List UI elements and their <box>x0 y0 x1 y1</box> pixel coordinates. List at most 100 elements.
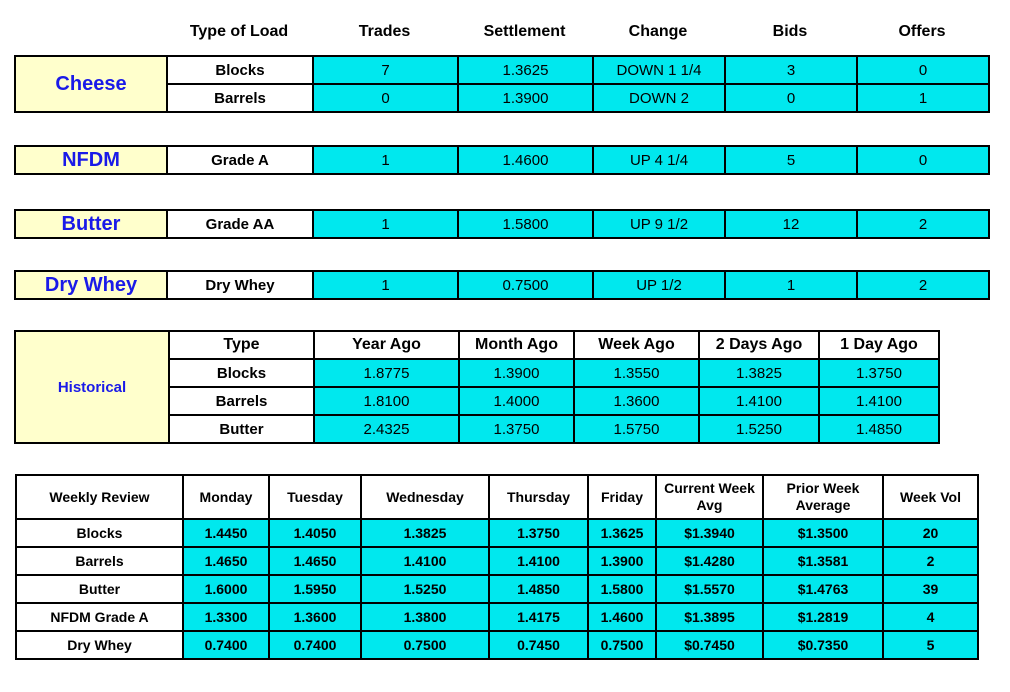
dry-whey-section-label: Dry Whey <box>14 270 168 300</box>
current-week-avg-cell: $0.7450 <box>655 630 764 660</box>
wednesday-cell: 0.7500 <box>360 630 490 660</box>
monday-cell: 1.6000 <box>182 574 270 604</box>
prior-week-average-cell: $1.4763 <box>762 574 884 604</box>
thursday-cell: 1.3750 <box>488 518 589 548</box>
spot-header-offers: Offers <box>898 23 946 40</box>
month-ago-cell: 1.4000 <box>458 386 575 416</box>
prior-week-average-cell: $0.7350 <box>762 630 884 660</box>
table-row: Barrels 1.4650 1.4650 1.4100 1.4100 1.39… <box>15 546 979 576</box>
table-row: Butter 2.4325 1.3750 1.5750 1.5250 1.485… <box>15 414 940 444</box>
offers-cell: 0 <box>856 55 990 85</box>
historical-header-year-ago: Year Ago <box>313 330 460 360</box>
historical-header-month-ago: Month Ago <box>458 330 575 360</box>
week-ago-cell: 1.3550 <box>573 358 700 388</box>
historical-header-2-days-ago: 2 Days Ago <box>698 330 820 360</box>
week-vol-cell: 2 <box>882 546 979 576</box>
weekly-header-thursday: Thursday <box>488 474 589 520</box>
tuesday-cell: 0.7400 <box>268 630 362 660</box>
type-of-load-cell: Grade A <box>166 145 314 175</box>
dry-whey-table: Dry Whey Dry Whey 1 0.7500 UP 1/2 1 2 <box>14 270 990 300</box>
type-cell: Blocks <box>168 358 315 388</box>
offers-cell: 1 <box>856 83 990 113</box>
week-vol-cell: 39 <box>882 574 979 604</box>
1-day-ago-cell: 1.4100 <box>818 386 940 416</box>
week-vol-cell: 20 <box>882 518 979 548</box>
type-of-load-cell: Blocks <box>166 55 314 85</box>
friday-cell: 1.3625 <box>587 518 657 548</box>
month-ago-cell: 1.3900 <box>458 358 575 388</box>
trades-cell: 0 <box>312 83 459 113</box>
type-cell: Barrels <box>168 386 315 416</box>
weekly-header-friday: Friday <box>587 474 657 520</box>
offers-cell: 0 <box>856 145 990 175</box>
tuesday-cell: 1.5950 <box>268 574 362 604</box>
thursday-cell: 1.4850 <box>488 574 589 604</box>
spot-column-header-row: Type of Load Trades Settlement Change Bi… <box>14 14 1010 47</box>
tuesday-cell: 1.4650 <box>268 546 362 576</box>
settlement-cell: 0.7500 <box>457 270 594 300</box>
wednesday-cell: 1.5250 <box>360 574 490 604</box>
year-ago-cell: 2.4325 <box>313 414 460 444</box>
table-row: Barrels 0 1.3900 DOWN 2 0 1 <box>15 83 990 113</box>
week-vol-cell: 5 <box>882 630 979 660</box>
spot-header-change: Change <box>628 23 688 40</box>
bids-cell: 12 <box>724 209 858 239</box>
table-row: Barrels 1.8100 1.4000 1.3600 1.4100 1.41… <box>15 386 940 416</box>
cheese-table: Cheese Blocks 7 1.3625 DOWN 1 1/4 3 0 Ba… <box>14 55 990 113</box>
prior-week-average-cell: $1.3581 <box>762 546 884 576</box>
weekly-header-current-week-avg: Current Week Avg <box>655 474 764 520</box>
tuesday-cell: 1.3600 <box>268 602 362 632</box>
nfdm-table: NFDM Grade A 1 1.4600 UP 4 1/4 5 0 <box>14 145 990 175</box>
type-of-load-cell: Barrels <box>166 83 314 113</box>
butter-table: Butter Grade AA 1 1.5800 UP 9 1/2 12 2 <box>14 209 990 239</box>
historical-header-type: Type <box>168 330 315 360</box>
2-days-ago-cell: 1.3825 <box>698 358 820 388</box>
historical-section-label: Historical <box>14 330 170 444</box>
table-row: Butter Grade AA 1 1.5800 UP 9 1/2 12 2 <box>14 209 990 239</box>
month-ago-cell: 1.3750 <box>458 414 575 444</box>
cheese-section-label: Cheese <box>14 55 168 113</box>
1-day-ago-cell: 1.3750 <box>818 358 940 388</box>
weekly-header-wednesday: Wednesday <box>360 474 490 520</box>
year-ago-cell: 1.8100 <box>313 386 460 416</box>
bids-cell: 0 <box>724 83 858 113</box>
year-ago-cell: 1.8775 <box>313 358 460 388</box>
spot-header-settlement: Settlement <box>483 23 566 40</box>
week-ago-cell: 1.3600 <box>573 386 700 416</box>
week-ago-cell: 1.5750 <box>573 414 700 444</box>
change-cell: UP 1/2 <box>592 270 726 300</box>
trades-cell: 1 <box>312 270 459 300</box>
change-cell: UP 4 1/4 <box>592 145 726 175</box>
settlement-cell: 1.3900 <box>457 83 594 113</box>
weekly-header-monday: Monday <box>182 474 270 520</box>
table-row: NFDM Grade A 1.3300 1.3600 1.3800 1.4175… <box>15 602 979 632</box>
prior-week-average-cell: $1.3500 <box>762 518 884 548</box>
offers-cell: 2 <box>856 209 990 239</box>
change-cell: DOWN 2 <box>592 83 726 113</box>
bids-cell: 1 <box>724 270 858 300</box>
table-row: Butter 1.6000 1.5950 1.5250 1.4850 1.580… <box>15 574 979 604</box>
historical-header-row: Historical Type Year Ago Month Ago Week … <box>14 330 940 444</box>
weekly-header-title: Weekly Review <box>15 474 184 520</box>
weekly-row-label: Dry Whey <box>15 630 184 660</box>
weekly-row-label: Butter <box>15 574 184 604</box>
friday-cell: 1.3900 <box>587 546 657 576</box>
change-cell: UP 9 1/2 <box>592 209 726 239</box>
2-days-ago-cell: 1.4100 <box>698 386 820 416</box>
1-day-ago-cell: 1.4850 <box>818 414 940 444</box>
monday-cell: 1.4650 <box>182 546 270 576</box>
friday-cell: 1.4600 <box>587 602 657 632</box>
weekly-review-table: Weekly Review Monday Tuesday Wednesday T… <box>15 474 979 660</box>
wednesday-cell: 1.4100 <box>360 546 490 576</box>
bids-cell: 3 <box>724 55 858 85</box>
historical-header-week-ago: Week Ago <box>573 330 700 360</box>
weekly-header-week-vol: Week Vol <box>882 474 979 520</box>
type-of-load-cell: Dry Whey <box>166 270 314 300</box>
2-days-ago-cell: 1.5250 <box>698 414 820 444</box>
current-week-avg-cell: $1.4280 <box>655 546 764 576</box>
type-of-load-cell: Grade AA <box>166 209 314 239</box>
settlement-cell: 1.5800 <box>457 209 594 239</box>
change-cell: DOWN 1 1/4 <box>592 55 726 85</box>
settlement-cell: 1.3625 <box>457 55 594 85</box>
